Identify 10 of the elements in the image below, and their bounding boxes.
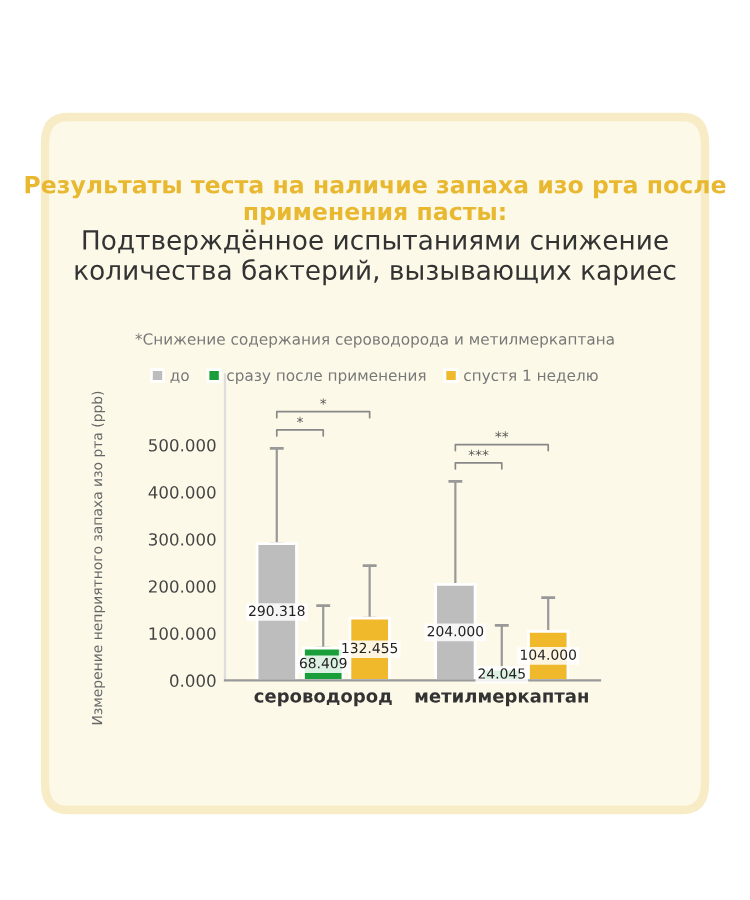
y-tick-label: 400.000 bbox=[148, 486, 216, 499]
x-tick-label: сероводород bbox=[254, 692, 392, 707]
y-tick-label: 0.000 bbox=[170, 674, 216, 687]
chart-title: Результаты теста на наличие запаха изо рта после применения пасты: bbox=[25, 176, 726, 225]
y-tick-label: 500.000 bbox=[149, 438, 216, 452]
y-tick-label: 200.000 bbox=[148, 580, 216, 593]
y-tick-label: 300.000 bbox=[149, 533, 216, 546]
y-tick-label: 100.000 bbox=[149, 627, 216, 640]
x-tick-label: метилмеркаптан bbox=[415, 692, 588, 707]
chart-subtitle: Подтверждённое испытаниями снижение количества бактерий, вызывающих кариес bbox=[75, 229, 676, 286]
